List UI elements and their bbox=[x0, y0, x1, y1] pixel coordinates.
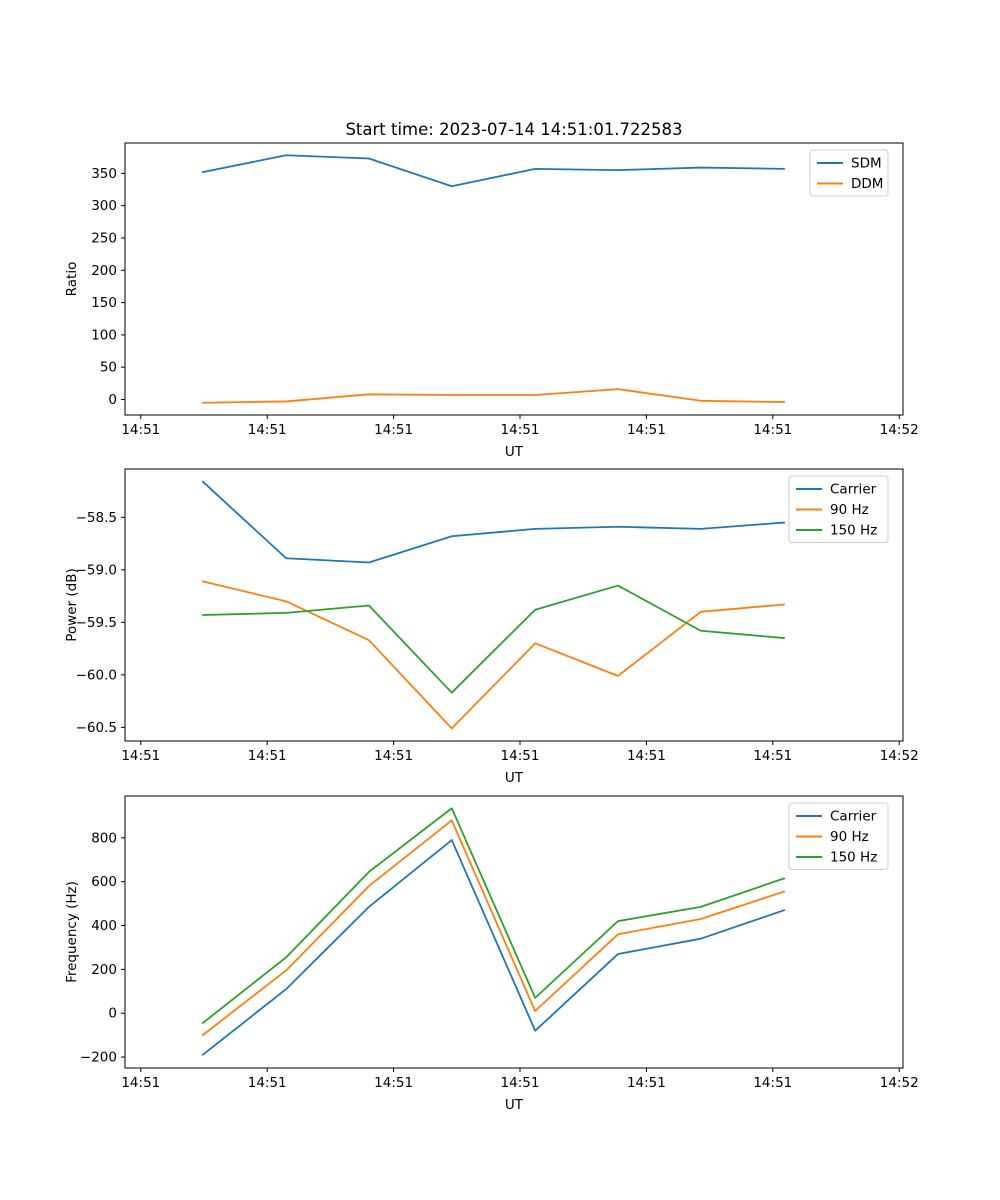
y-tick-label: −58.5 bbox=[76, 510, 117, 526]
x-tick-label: 14:51 bbox=[248, 748, 287, 764]
subplot-3: −200 0 200 400 600 800 14:51 14:51 14:51 14:51 14:… bbox=[64, 795, 919, 1113]
x-tick-label: 14:51 bbox=[627, 1075, 666, 1091]
y-tick-label: 400 bbox=[91, 918, 117, 934]
x-tick-label: 14:51 bbox=[501, 748, 540, 764]
y-tick-label: 50 bbox=[100, 360, 117, 376]
series-line-150-hz bbox=[201, 584, 786, 694]
x-tick-label: 14:52 bbox=[880, 422, 919, 438]
y-tick-label: 0 bbox=[108, 1006, 117, 1022]
y-tick-label: 800 bbox=[91, 830, 117, 846]
y-tick-label: −60.5 bbox=[76, 720, 117, 736]
series-line-90-hz bbox=[201, 819, 786, 1037]
legend: Carrier 90 Hz 150 Hz bbox=[788, 475, 889, 543]
y-tick-label: 350 bbox=[91, 166, 117, 182]
x-tick-label: 14:52 bbox=[880, 748, 919, 764]
legend-label: 90 Hz bbox=[830, 829, 869, 845]
legend-label: Carrier bbox=[830, 482, 877, 498]
x-tick-label: 14:51 bbox=[753, 1075, 792, 1091]
legend-box bbox=[788, 475, 889, 543]
y-tick-label: −200 bbox=[80, 1050, 117, 1066]
y-axis-label: Power (dB) bbox=[64, 568, 80, 641]
x-tick-label: 14:51 bbox=[121, 422, 160, 438]
y-axis-label: Frequency (Hz) bbox=[64, 881, 80, 983]
legend-label: 150 Hz bbox=[830, 850, 877, 866]
series-line-150-hz bbox=[201, 807, 786, 1024]
legend: SDM DDM bbox=[809, 149, 889, 197]
x-tick-label: 14:51 bbox=[753, 422, 792, 438]
y-tick-label: 0 bbox=[108, 392, 117, 408]
series-line-carrier bbox=[201, 480, 786, 564]
axes-frame bbox=[124, 142, 904, 416]
legend-label: DDM bbox=[851, 176, 883, 192]
axes-frame bbox=[124, 468, 904, 742]
series-line-carrier bbox=[201, 839, 786, 1056]
y-tick-label: 200 bbox=[91, 263, 117, 279]
y-tick-label: 150 bbox=[91, 295, 117, 311]
subplot-1: 0 50 100 150 200 250 300 350 14:51 14:51 14:51 14:5… bbox=[64, 142, 919, 460]
y-tick-label: −59.0 bbox=[76, 562, 117, 578]
axes-frame bbox=[124, 795, 904, 1069]
y-tick-label: 600 bbox=[91, 874, 117, 890]
x-tick-label: 14:52 bbox=[880, 1075, 919, 1091]
y-tick-label: 100 bbox=[91, 327, 117, 343]
x-tick-label: 14:51 bbox=[374, 1075, 413, 1091]
y-tick-label: −59.5 bbox=[76, 615, 117, 631]
y-axis-label: Ratio bbox=[64, 262, 80, 297]
legend: Carrier 90 Hz 150 Hz bbox=[788, 802, 889, 870]
y-tick-label: −60.0 bbox=[76, 667, 117, 683]
x-axis-label: UT bbox=[505, 770, 524, 786]
legend-label: 150 Hz bbox=[830, 523, 877, 539]
x-tick-label: 14:51 bbox=[627, 422, 666, 438]
series-line-ddm bbox=[201, 388, 786, 404]
x-tick-label: 14:51 bbox=[374, 422, 413, 438]
x-tick-label: 14:51 bbox=[627, 748, 666, 764]
series-line-90-hz bbox=[201, 580, 786, 730]
legend-label: 90 Hz bbox=[830, 502, 869, 518]
x-axis-label: UT bbox=[505, 444, 524, 460]
legend-label: Carrier bbox=[830, 809, 877, 825]
legend-box bbox=[788, 802, 889, 870]
series-line-sdm bbox=[201, 154, 786, 188]
x-tick-label: 14:51 bbox=[121, 1075, 160, 1091]
x-tick-label: 14:51 bbox=[374, 748, 413, 764]
chart-title: Start time: 2023-07-14 14:51:01.722583 bbox=[345, 120, 683, 139]
x-tick-label: 14:51 bbox=[753, 748, 792, 764]
y-tick-label: 250 bbox=[91, 230, 117, 246]
x-axis-label: UT bbox=[505, 1097, 524, 1113]
subplot-2: −60.5 −60.0 −59.5 −59.0 −58.5 14:51 14:51 14:51… bbox=[64, 468, 919, 786]
x-tick-label: 14:51 bbox=[501, 1075, 540, 1091]
y-tick-label: 200 bbox=[91, 962, 117, 978]
x-tick-label: 14:51 bbox=[248, 422, 287, 438]
x-tick-label: 14:51 bbox=[248, 1075, 287, 1091]
y-tick-label: 300 bbox=[91, 198, 117, 214]
x-tick-label: 14:51 bbox=[501, 422, 540, 438]
x-tick-label: 14:51 bbox=[121, 748, 160, 764]
legend-label: SDM bbox=[851, 156, 882, 172]
